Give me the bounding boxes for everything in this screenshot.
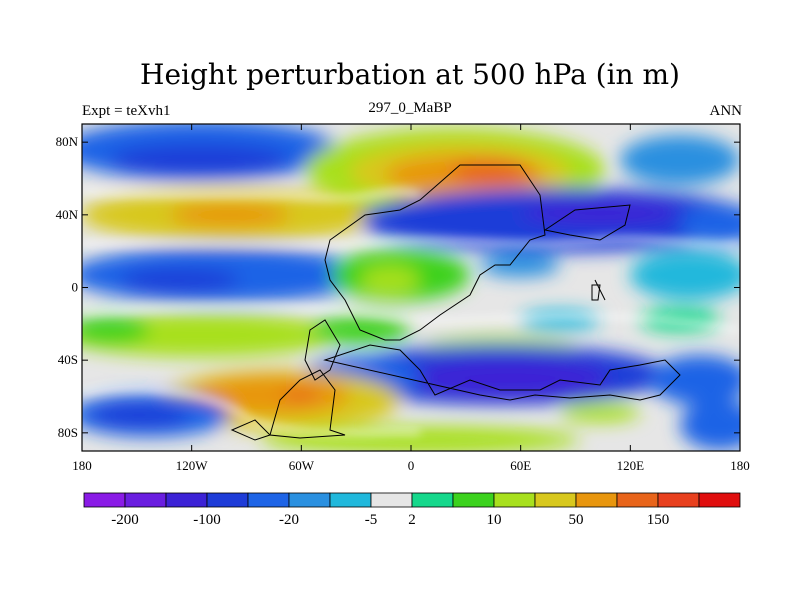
colorbar-swatch bbox=[657, 492, 700, 508]
colorbar-swatch bbox=[247, 492, 290, 508]
colorbar-swatch bbox=[452, 492, 495, 508]
lon-tick-label: 120E bbox=[617, 458, 645, 473]
lat-tick-label: 80S bbox=[58, 425, 78, 440]
lat-tick-label: 0 bbox=[72, 280, 79, 295]
colorbar-swatch bbox=[698, 492, 741, 508]
lon-tick-label: 180 bbox=[730, 458, 750, 473]
colorbar-swatch bbox=[575, 492, 618, 508]
lat-tick-label: 80N bbox=[56, 134, 79, 149]
colorbar-label: -20 bbox=[279, 512, 299, 528]
colorbar-swatch bbox=[206, 492, 249, 508]
colorbar-swatch bbox=[370, 492, 413, 508]
colorbar-label: 2 bbox=[408, 512, 416, 528]
colorbar-swatch bbox=[124, 492, 167, 508]
lon-tick-label: 60W bbox=[289, 458, 315, 473]
lon-tick-label: 180 bbox=[72, 458, 92, 473]
colorbar-label: 150 bbox=[647, 512, 670, 528]
colorbar-swatch bbox=[165, 492, 208, 508]
period-label: 297_0_MaBP bbox=[368, 100, 452, 116]
colorbar-label: -100 bbox=[193, 512, 221, 528]
contour-field bbox=[82, 124, 740, 451]
season-label: ANN bbox=[709, 103, 743, 119]
map-title: Height perturbation at 500 hPa (in m) bbox=[140, 58, 680, 91]
lon-tick-label: 0 bbox=[408, 458, 415, 473]
lon-tick-label: 120W bbox=[176, 458, 209, 473]
experiment-label: Expt = teXvh1 bbox=[82, 103, 171, 119]
colorbar-swatch bbox=[411, 492, 454, 508]
colorbar-label: -200 bbox=[111, 512, 139, 528]
lat-tick-label: 40N bbox=[56, 207, 79, 222]
lon-tick-label: 60E bbox=[510, 458, 531, 473]
colorbar: -200 -100 -20 -5 2 10 50 150 bbox=[83, 492, 741, 528]
lat-tick-label: 40S bbox=[58, 352, 78, 367]
coastline bbox=[230, 164, 681, 441]
colorbar-swatch bbox=[83, 492, 126, 508]
colorbar-swatch bbox=[329, 492, 372, 508]
colorbar-label: 10 bbox=[487, 512, 502, 528]
colorbar-swatch bbox=[493, 492, 536, 508]
colorbar-swatch bbox=[288, 492, 331, 508]
colorbar-label: -5 bbox=[365, 512, 378, 528]
colorbar-swatch bbox=[534, 492, 577, 508]
colorbar-label: 50 bbox=[569, 512, 584, 528]
latitude-ticks: 80N 40N 0 40S 80S bbox=[56, 134, 740, 440]
longitude-ticks: 180 120W 60W 0 60E 120E 180 bbox=[72, 124, 750, 473]
colorbar-swatch bbox=[616, 492, 659, 508]
